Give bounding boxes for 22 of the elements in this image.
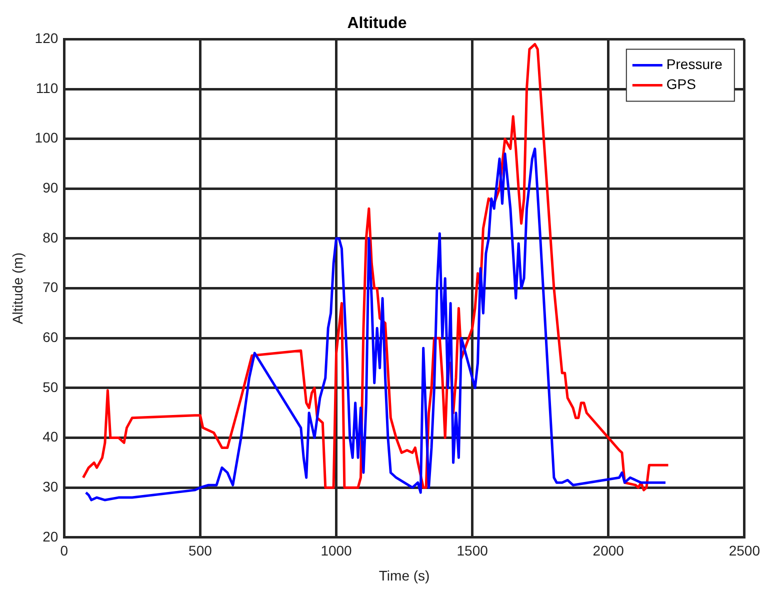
x-tick-label: 1000: [320, 542, 352, 559]
legend-label: GPS: [666, 76, 696, 92]
y-tick-label: 80: [42, 229, 58, 246]
chart-title: Altitude: [347, 15, 407, 32]
y-tick-label: 50: [42, 378, 58, 395]
y-tick-label: 90: [42, 180, 58, 196]
y-tick-label: 100: [34, 130, 58, 146]
legend-label: Pressure: [666, 56, 723, 72]
y-tick-label: 30: [42, 478, 58, 494]
x-axis-title: Time (s): [378, 567, 430, 584]
x-tick-label: 2000: [592, 542, 624, 559]
y-tick-label: 20: [42, 528, 58, 544]
x-tick-label: 500: [188, 542, 212, 559]
y-tick-label: 110: [36, 80, 58, 96]
x-tick-label: 0: [60, 542, 68, 559]
y-axis-title: Altitude (m): [9, 252, 26, 324]
y-tick-label: 40: [42, 428, 58, 445]
x-tick-label: 2500: [728, 542, 760, 559]
y-tick-label: 60: [42, 328, 58, 345]
x-tick-label: 1500: [456, 542, 488, 559]
y-tick-label: 120: [34, 30, 58, 46]
y-tick-label: 70: [42, 279, 58, 296]
